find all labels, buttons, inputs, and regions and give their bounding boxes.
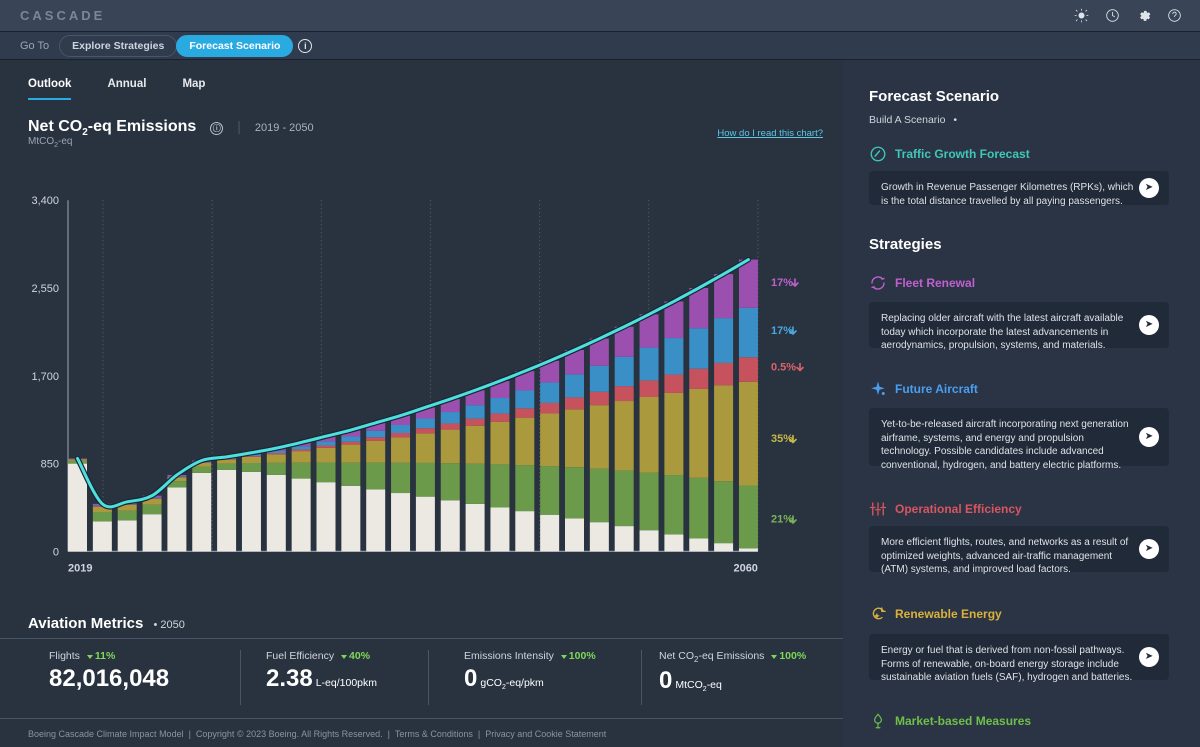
svg-text:1,700: 1,700 — [31, 371, 59, 383]
svg-text:2060: 2060 — [733, 562, 757, 574]
svg-text:2,550: 2,550 — [31, 283, 59, 295]
svg-text:850: 850 — [41, 459, 59, 471]
svg-text:2019: 2019 — [68, 562, 92, 574]
svg-text:0.5%: 0.5% — [771, 361, 796, 373]
svg-text:17%: 17% — [771, 277, 793, 289]
svg-text:3,400: 3,400 — [31, 195, 59, 207]
svg-text:0: 0 — [53, 546, 59, 558]
